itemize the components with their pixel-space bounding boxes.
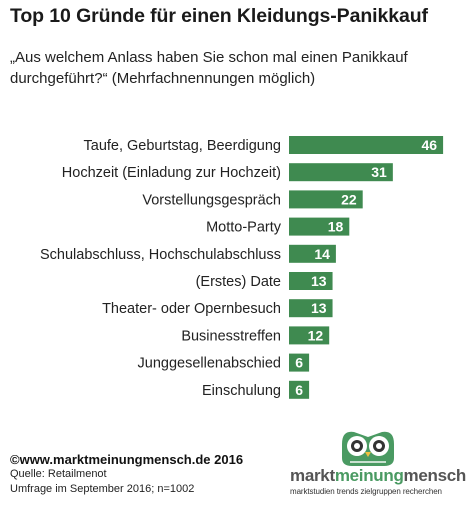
bar-value-label: 13 [311, 273, 327, 289]
bar-value-label: 22 [341, 191, 357, 207]
bar-chart: Taufe, Geburtstag, Beerdigung 46 Hochzeit … [40, 136, 444, 399]
category-label: Hochzeit (Einladung zur Hochzeit) [62, 165, 281, 181]
copyright-text: ©www.marktmeinungmensch.de 2016 [10, 452, 244, 467]
bar-value-label: 6 [295, 355, 303, 371]
bar-value-label: 13 [311, 300, 327, 316]
logo-part-markt: markt [290, 466, 335, 485]
bar [289, 244, 336, 263]
category-label: (Erstes) Date [196, 274, 281, 290]
category-label: Theater- oder Opernbesuch [102, 301, 281, 317]
category-label: Vorstellungsgespräch [142, 192, 281, 208]
owl-icon [342, 431, 394, 466]
chart-title: Top 10 Gründe für einen Kleidungs-Panikk… [10, 5, 428, 27]
brand-logo: marktmeinungmensch marktstudien trends z… [290, 428, 468, 502]
bar [289, 299, 333, 318]
category-label: Motto-Party [206, 220, 282, 236]
bar [289, 272, 333, 290]
bar-value-label: 12 [308, 327, 324, 343]
logo-part-meinung: meinung [334, 466, 404, 485]
source-line: Quelle: Retailmenot [10, 468, 107, 480]
logo-tagline: marktstudien trends zielgruppen recherch… [290, 487, 442, 496]
logo-wordmark: marktmeinungmensch [290, 466, 466, 486]
category-label: Taufe, Geburtstag, Beerdigung [84, 138, 282, 154]
bar-value-label: 6 [295, 382, 303, 398]
survey-line: Umfrage im September 2016; n=1002 [10, 483, 195, 495]
bar [289, 190, 363, 209]
source-block: ©www.marktmeinungmensch.de 2016 Quelle: … [10, 452, 243, 497]
bar [289, 217, 350, 236]
category-label: Schulabschluss, Hochschulabschluss [40, 247, 281, 263]
bar [289, 136, 444, 154]
bar [289, 380, 310, 399]
chart-subtitle: „Aus welchem Anlass haben Sie schon mal … [10, 49, 408, 87]
bar [289, 353, 310, 372]
category-label: Einschulung [202, 383, 281, 399]
bar [289, 326, 330, 345]
bar [289, 163, 393, 182]
bar-value-label: 46 [422, 137, 438, 153]
category-label: Businesstreffen [181, 328, 281, 344]
bar-value-label: 14 [314, 246, 330, 262]
logo-part-mensch: mensch [403, 466, 467, 485]
category-label: Junggesellenabschied [138, 356, 282, 372]
bar-value-label: 31 [371, 164, 387, 180]
bar-value-label: 18 [328, 219, 344, 235]
